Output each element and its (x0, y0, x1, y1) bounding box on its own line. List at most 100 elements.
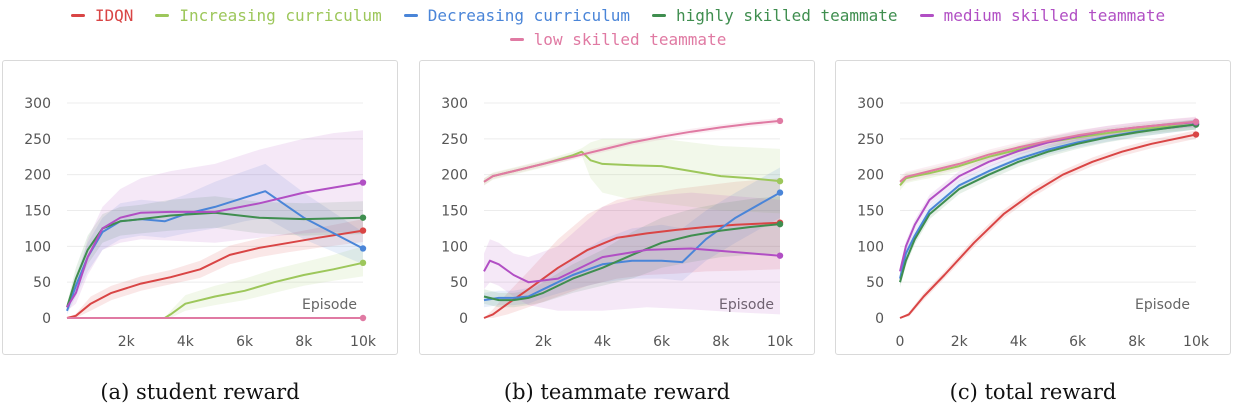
y-tick-label: 150 (441, 204, 468, 220)
series-line (483, 221, 781, 319)
panel-student-reward: 0 50 100 150 200 250 300 2k 4k 6k 8k 10k Episode (2, 60, 398, 355)
y-tick-label: 50 (33, 275, 51, 291)
y-tick-label: 150 (857, 204, 884, 220)
legend-label: Increasing curriculum (179, 6, 382, 25)
series-end-marker (776, 177, 784, 185)
x-tick-label: 10k (350, 334, 377, 350)
legend-label: highly skilled teammate (676, 6, 898, 25)
legend-swatch (919, 14, 934, 17)
legend-item: Increasing curriculum (155, 6, 382, 25)
x-tick-label: 6k (653, 334, 671, 350)
series-end-marker (776, 117, 784, 125)
confidence-band (484, 138, 780, 214)
x-tick-label: 2k (118, 334, 136, 350)
series-end-marker (359, 179, 367, 186)
series-line (483, 223, 781, 302)
x-tick-label: 2k (535, 334, 553, 350)
series-end-marker (359, 227, 367, 234)
legend-swatch (155, 14, 170, 17)
legend-swatch (509, 38, 524, 41)
confidence-band (67, 246, 363, 318)
legend-row: IDQN Increasing curriculum Decreasing curr… (0, 6, 1236, 25)
legend-item: medium skilled teammate (919, 6, 1166, 25)
confidence-band (900, 130, 1196, 318)
series-end-marker (776, 252, 784, 259)
y-tick-label: 250 (857, 132, 884, 148)
series-line (899, 120, 1197, 183)
series-end-marker (1192, 118, 1200, 125)
caption-total-reward: (c) total reward (949, 380, 1117, 404)
y-tick-label: 200 (441, 168, 468, 184)
y-tick-label: 0 (459, 311, 468, 327)
x-tick-label: 6k (1069, 334, 1087, 350)
series-end-marker (359, 245, 367, 252)
legend-label: Decreasing curriculum (427, 6, 630, 25)
series-end-marker (1192, 131, 1200, 138)
y-tick-label: 200 (24, 168, 51, 184)
series-line (66, 211, 364, 308)
series-line (483, 191, 781, 302)
y-tick-label: 100 (857, 239, 884, 255)
y-tick-label: 250 (441, 132, 468, 148)
confidence-band (67, 163, 363, 315)
legend-row: low skilled teammate (0, 30, 1236, 49)
series-line (483, 247, 781, 284)
series-end-marker (359, 214, 367, 221)
panel-teammate-reward: 0 50 100 150 200 250 300 2k 4k 6k 8k 10k Episode (419, 60, 815, 355)
legend-item: Decreasing curriculum (403, 6, 630, 25)
x-tick-label: 8k (295, 334, 313, 350)
teammate-reward-chart: 0 50 100 150 200 250 300 2k 4k 6k 8k 10k Episode (441, 96, 794, 350)
y-tick-label: 200 (857, 168, 884, 184)
student-reward-chart: 0 50 100 150 200 250 300 2k 4k 6k 8k 10k Episode (24, 96, 377, 350)
legend-item: low skilled teammate (509, 30, 727, 49)
x-axis-annotation: Episode (719, 297, 774, 313)
y-tick-label: 100 (24, 239, 51, 255)
x-tick-label: 8k (712, 334, 730, 350)
confidence-band (484, 192, 780, 315)
x-tick-label: 6k (236, 334, 254, 350)
y-tick-label: 300 (441, 96, 468, 112)
legend-swatch (652, 14, 666, 17)
series-line (483, 119, 781, 183)
x-tick-label: 8k (1128, 334, 1146, 350)
x-tick-label: 2k (951, 334, 969, 350)
legend-swatch (403, 14, 418, 17)
x-tick-label: 4k (594, 334, 612, 350)
legend-item: highly skilled teammate (652, 6, 898, 25)
y-tick-label: 250 (24, 132, 51, 148)
chart-legend: IDQN Increasing curriculum Decreasing curr… (0, 0, 1236, 56)
panel-total-reward: 0 50 100 150 200 250 300 0 2k 4k 6k 8k 10k Episode (835, 60, 1231, 355)
series-line (66, 181, 364, 308)
confidence-band (900, 119, 1196, 288)
x-tick-label: 10k (767, 334, 794, 350)
x-tick-label: 4k (177, 334, 195, 350)
y-tick-label: 300 (857, 96, 884, 112)
caption-teammate-reward: (b) teammate reward (503, 380, 731, 404)
y-tick-label: 50 (450, 275, 468, 291)
y-tick-label: 0 (42, 311, 51, 327)
series-end-marker (776, 189, 784, 196)
y-tick-label: 0 (875, 311, 884, 327)
x-tick-label: 0 (896, 334, 905, 350)
confidence-band (484, 167, 780, 308)
legend-item: IDQN (70, 6, 134, 25)
series-end-marker (776, 220, 784, 228)
legend-label: IDQN (94, 6, 134, 25)
confidence-band (67, 219, 363, 318)
series-line (899, 123, 1197, 187)
series-line (67, 261, 364, 319)
x-tick-label: 4k (1010, 334, 1028, 350)
legend-label: low skilled teammate (533, 30, 727, 49)
total-reward-chart: 0 50 100 150 200 250 300 0 2k 4k 6k 8k 10k Episode (857, 96, 1210, 350)
y-tick-label: 300 (24, 96, 51, 112)
y-tick-label: 100 (441, 239, 468, 255)
legend-label: medium skilled teammate (943, 6, 1166, 25)
y-tick-label: 150 (24, 204, 51, 220)
x-tick-label: 10k (1183, 334, 1210, 350)
confidence-band (67, 130, 363, 311)
series-line (66, 229, 364, 319)
series-end-marker (359, 314, 367, 322)
legend-swatch (70, 14, 85, 17)
series-line (899, 123, 1197, 283)
confidence-band (67, 196, 363, 311)
